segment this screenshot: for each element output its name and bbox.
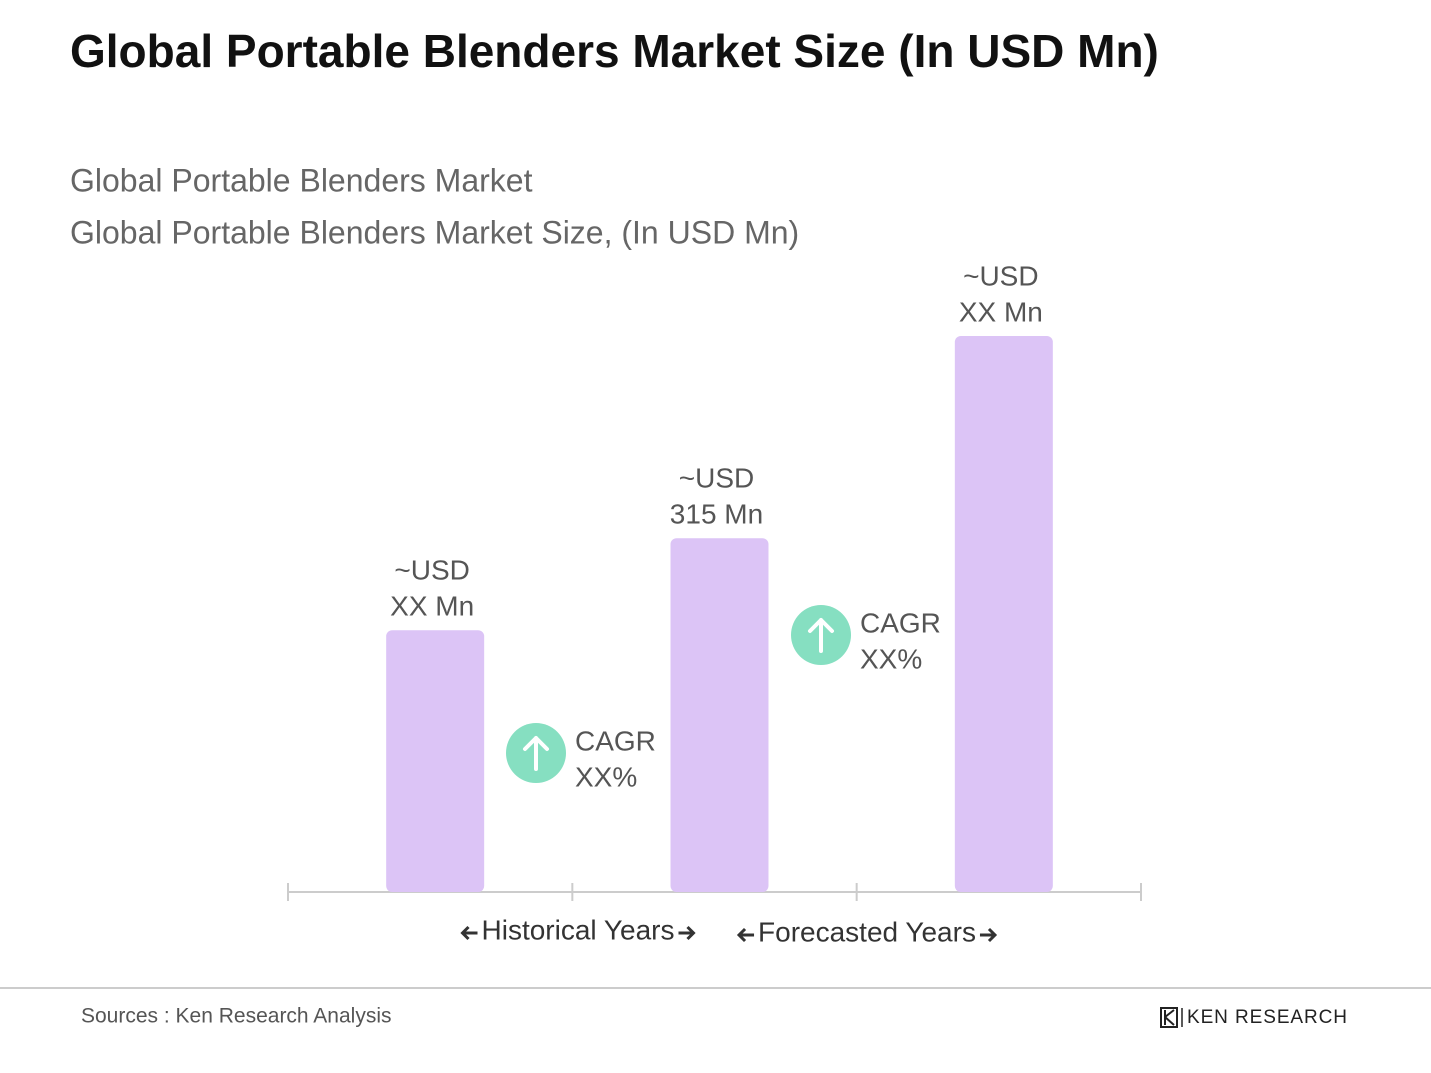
chart-subtitle: Global Portable Blenders Market	[70, 162, 533, 198]
value-label: 315 Mn	[670, 499, 763, 530]
logo: KEN RESEARCH	[1160, 1007, 1347, 1028]
value-label: ~USD	[679, 463, 754, 494]
logo-icon	[1164, 1009, 1175, 1026]
period-arrow	[678, 925, 696, 941]
value-label: XX Mn	[959, 296, 1043, 327]
period-arrow	[736, 927, 755, 943]
logo-text: KEN RESEARCH	[1187, 1007, 1347, 1028]
period-arrow	[460, 925, 478, 941]
cagr-label: XX%	[860, 643, 922, 674]
source: Sources : Ken Research Analysis	[81, 1005, 392, 1028]
value-label: ~USD	[963, 260, 1038, 291]
period-label: Forecasted Years	[758, 916, 976, 947]
period-arrow	[979, 927, 998, 943]
value-label: XX Mn	[390, 591, 474, 622]
chart-title: Global Portable Blenders Market Size (In…	[70, 25, 1159, 77]
bar	[386, 630, 485, 892]
cagr-arrow	[808, 618, 834, 653]
cagr-label: CAGR	[575, 725, 656, 756]
cagr-label: XX%	[575, 761, 637, 792]
cagr-label: CAGR	[860, 607, 941, 638]
chart-subtitle: Global Portable Blenders Market Size, (I…	[70, 214, 799, 250]
period-label: Historical Years	[482, 914, 675, 945]
cagr-arrow	[523, 736, 549, 771]
bar	[954, 336, 1053, 893]
value-label: ~USD	[394, 555, 469, 586]
logo-icon	[1160, 1007, 1178, 1028]
bar	[670, 538, 769, 892]
